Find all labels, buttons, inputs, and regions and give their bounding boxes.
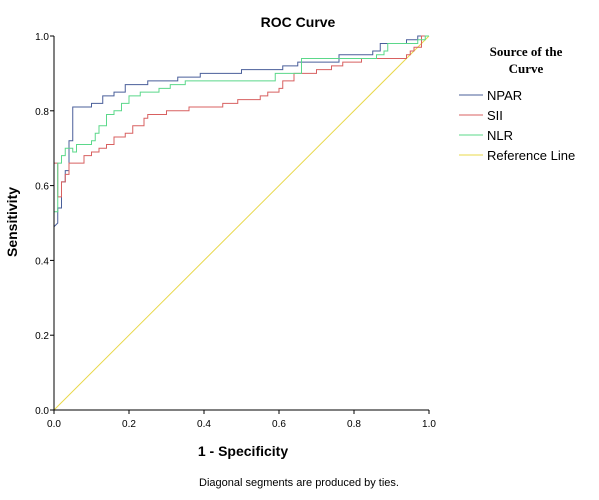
y-tick-label: 0.6 [35,182,49,193]
legend: Source of the Curve NPAR SII NLR Reference … [459,44,575,163]
legend-item-sii: SII [459,108,503,123]
legend-title-line2: Curve [509,61,544,76]
footnote: Diagonal segments are produced by ties. [199,477,399,489]
legend-items: NPAR SII NLR Reference Line [459,88,575,163]
series-line-npar [53,35,429,410]
y-tick-label: 1.0 [35,32,49,43]
series-line-nlr [53,35,429,410]
plot-area: 0.0 0.2 0.4 0.6 0.8 1.0 0.0 0.2 0.4 0.6 0.8 1.0 [35,32,436,430]
series-line-reference-line [53,35,430,411]
x-axis-label: 1 - Specificity [198,443,288,459]
chart-title: ROC Curve [261,14,336,30]
x-tick-label: 0.2 [122,419,136,430]
x-tick-label: 0.4 [197,419,211,430]
y-tick-label: 0.0 [35,406,49,417]
y-tick-label: 0.4 [35,256,49,267]
x-tick-label: 0.8 [347,419,361,430]
x-tick-label: 0.6 [272,419,286,430]
x-tick-label: 1.0 [422,419,436,430]
x-ticks: 0.0 0.2 0.4 0.6 0.8 1.0 [47,410,436,430]
legend-label: Reference Line [487,148,575,163]
x-tick-label: 0.0 [47,419,61,430]
legend-item-npar: NPAR [459,88,522,103]
series-line-sii [53,35,429,410]
series-layer [53,35,430,411]
legend-label: NPAR [487,88,522,103]
y-axis-label: Sensitivity [4,187,20,257]
legend-item-reference-line: Reference Line [459,148,575,163]
y-tick-label: 0.8 [35,107,49,118]
y-ticks: 0.0 0.2 0.4 0.6 0.8 1.0 [35,32,54,417]
legend-label: SII [487,108,503,123]
legend-label: NLR [487,128,513,143]
y-tick-label: 0.2 [35,331,49,342]
legend-title-line1: Source of the [490,44,563,59]
legend-item-nlr: NLR [459,128,513,143]
